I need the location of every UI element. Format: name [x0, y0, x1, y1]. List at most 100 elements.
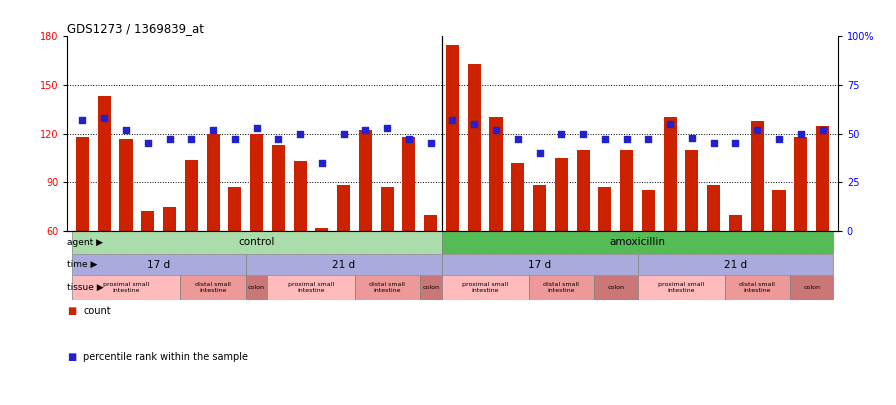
Bar — [206, 134, 220, 231]
Bar — [512, 163, 524, 231]
Text: ■: ■ — [67, 352, 76, 362]
Bar — [637, 254, 833, 275]
Text: time ▶: time ▶ — [67, 260, 98, 269]
Bar — [751, 121, 763, 231]
Point — [511, 136, 525, 143]
Text: distal small
intestine: distal small intestine — [543, 282, 579, 293]
Point — [663, 121, 677, 127]
Bar — [72, 254, 246, 275]
Bar — [442, 231, 833, 254]
Point — [794, 130, 808, 137]
Bar — [642, 190, 655, 231]
Point — [750, 126, 764, 133]
Point — [598, 136, 612, 143]
Point — [685, 134, 699, 141]
Bar — [468, 64, 481, 231]
Bar — [180, 275, 246, 300]
Text: distal small
intestine: distal small intestine — [369, 282, 405, 293]
Point — [249, 125, 263, 131]
Bar — [337, 185, 350, 231]
Text: percentile rank within the sample: percentile rank within the sample — [83, 352, 248, 362]
Point — [619, 136, 633, 143]
Point — [445, 117, 460, 123]
Bar — [442, 275, 529, 300]
Bar — [685, 150, 699, 231]
Text: proximal small
intestine: proximal small intestine — [658, 282, 704, 293]
Text: GDS1273 / 1369839_at: GDS1273 / 1369839_at — [67, 22, 204, 35]
Bar — [355, 275, 420, 300]
Bar — [790, 275, 833, 300]
Bar — [664, 117, 676, 231]
Text: distal small
intestine: distal small intestine — [195, 282, 231, 293]
Bar — [637, 275, 725, 300]
Point — [707, 140, 721, 147]
Point — [815, 126, 830, 133]
Bar — [599, 187, 611, 231]
Point — [489, 126, 504, 133]
Text: colon: colon — [607, 285, 625, 290]
Bar — [594, 275, 637, 300]
Bar — [424, 215, 437, 231]
Bar — [294, 161, 306, 231]
Point — [358, 126, 373, 133]
Text: 21 d: 21 d — [724, 260, 747, 270]
Bar — [142, 211, 154, 231]
Bar — [185, 160, 198, 231]
Point — [206, 126, 220, 133]
Bar — [772, 190, 786, 231]
Bar — [707, 185, 720, 231]
Bar — [268, 275, 355, 300]
Point — [467, 121, 481, 127]
Text: control: control — [238, 237, 275, 247]
Point — [162, 136, 177, 143]
Point — [228, 136, 242, 143]
Text: proximal small
intestine: proximal small intestine — [103, 282, 149, 293]
Bar — [72, 231, 442, 254]
Bar — [98, 96, 111, 231]
Bar — [446, 45, 459, 231]
Point — [75, 117, 90, 123]
Point — [380, 125, 394, 131]
Text: tissue ▶: tissue ▶ — [67, 283, 104, 292]
Point — [271, 136, 286, 143]
Text: 21 d: 21 d — [332, 260, 355, 270]
Bar — [420, 275, 442, 300]
Bar — [555, 158, 568, 231]
Bar — [271, 145, 285, 231]
Bar — [228, 187, 241, 231]
Point — [728, 140, 743, 147]
Bar — [794, 137, 807, 231]
Point — [314, 160, 329, 166]
Text: 17 d: 17 d — [528, 260, 551, 270]
Bar — [72, 275, 180, 300]
Bar — [381, 187, 393, 231]
Bar — [246, 254, 442, 275]
Bar — [250, 134, 263, 231]
Point — [532, 150, 547, 156]
Text: proximal small
intestine: proximal small intestine — [462, 282, 508, 293]
Bar — [529, 275, 594, 300]
Point — [97, 115, 111, 122]
Text: amoxicillin: amoxicillin — [609, 237, 666, 247]
Point — [293, 130, 307, 137]
Point — [401, 136, 416, 143]
Bar — [533, 185, 546, 231]
Bar — [725, 275, 790, 300]
Text: agent ▶: agent ▶ — [67, 238, 103, 247]
Point — [554, 130, 568, 137]
Point — [119, 126, 134, 133]
Point — [771, 136, 786, 143]
Point — [576, 130, 590, 137]
Text: colon: colon — [248, 285, 265, 290]
Point — [184, 136, 198, 143]
Text: distal small
intestine: distal small intestine — [739, 282, 775, 293]
Bar — [119, 139, 133, 231]
Bar — [442, 254, 637, 275]
Text: colon: colon — [803, 285, 820, 290]
Bar — [163, 207, 176, 231]
Point — [642, 136, 656, 143]
Text: colon: colon — [422, 285, 439, 290]
Point — [141, 140, 155, 147]
Bar — [489, 117, 503, 231]
Bar — [359, 130, 372, 231]
